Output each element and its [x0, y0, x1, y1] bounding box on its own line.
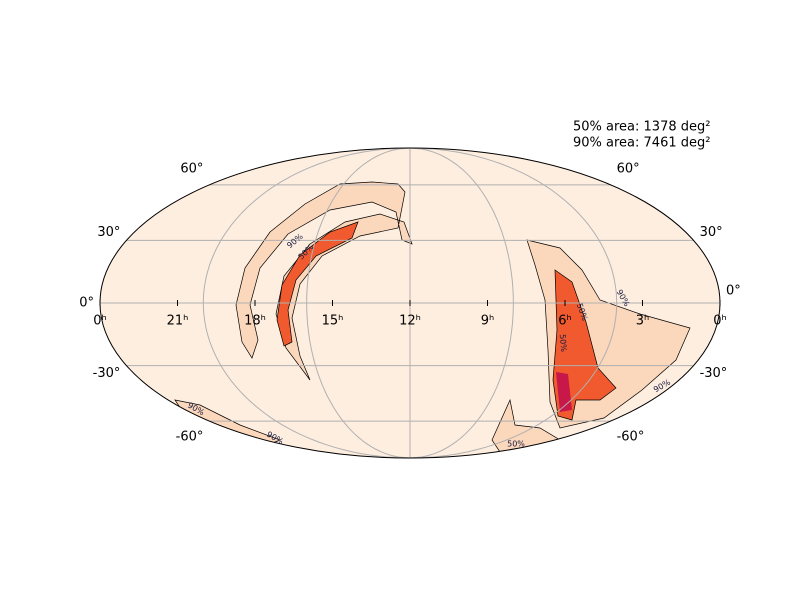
contour-label: 50% [558, 334, 569, 353]
contour-label: 50% [507, 440, 525, 449]
ra-tick-label: 3ʰ [636, 314, 650, 329]
dec-tick-label: -30° [700, 366, 728, 381]
contour-90-left [235, 181, 413, 381]
contour-50-left [276, 221, 359, 347]
dec-tick-label: 0° [79, 296, 94, 311]
graticule [100, 147, 720, 459]
ra-tick-label: 21ʰ [167, 314, 189, 329]
ra-tick-label: 15ʰ [322, 314, 344, 329]
dec-tick-label: -60° [176, 429, 204, 444]
ra-tick-label: 0ʰ [713, 314, 727, 329]
dec-tick-label: 30° [97, 225, 120, 240]
dec-tick-label: -60° [617, 429, 645, 444]
dec-tick-label: 30° [700, 225, 723, 240]
peak [556, 372, 572, 412]
ra-tick-label: 9ʰ [481, 314, 495, 329]
dec-tick-label: -30° [93, 366, 121, 381]
dec-tick-label: 60° [180, 162, 203, 177]
dec-tick-label: 60° [617, 162, 640, 177]
ra-tick-label: 0ʰ [93, 314, 107, 329]
area-annotation: 90% area: 7461 deg² [573, 136, 710, 151]
ra-tick-label: 18ʰ [244, 314, 266, 329]
dec-tick-label: 0° [726, 284, 741, 299]
ra-tick-label: 6ʰ [558, 314, 572, 329]
ra-tick-label: 12ʰ [399, 314, 421, 329]
area-annotation: 50% area: 1378 deg² [573, 120, 710, 135]
